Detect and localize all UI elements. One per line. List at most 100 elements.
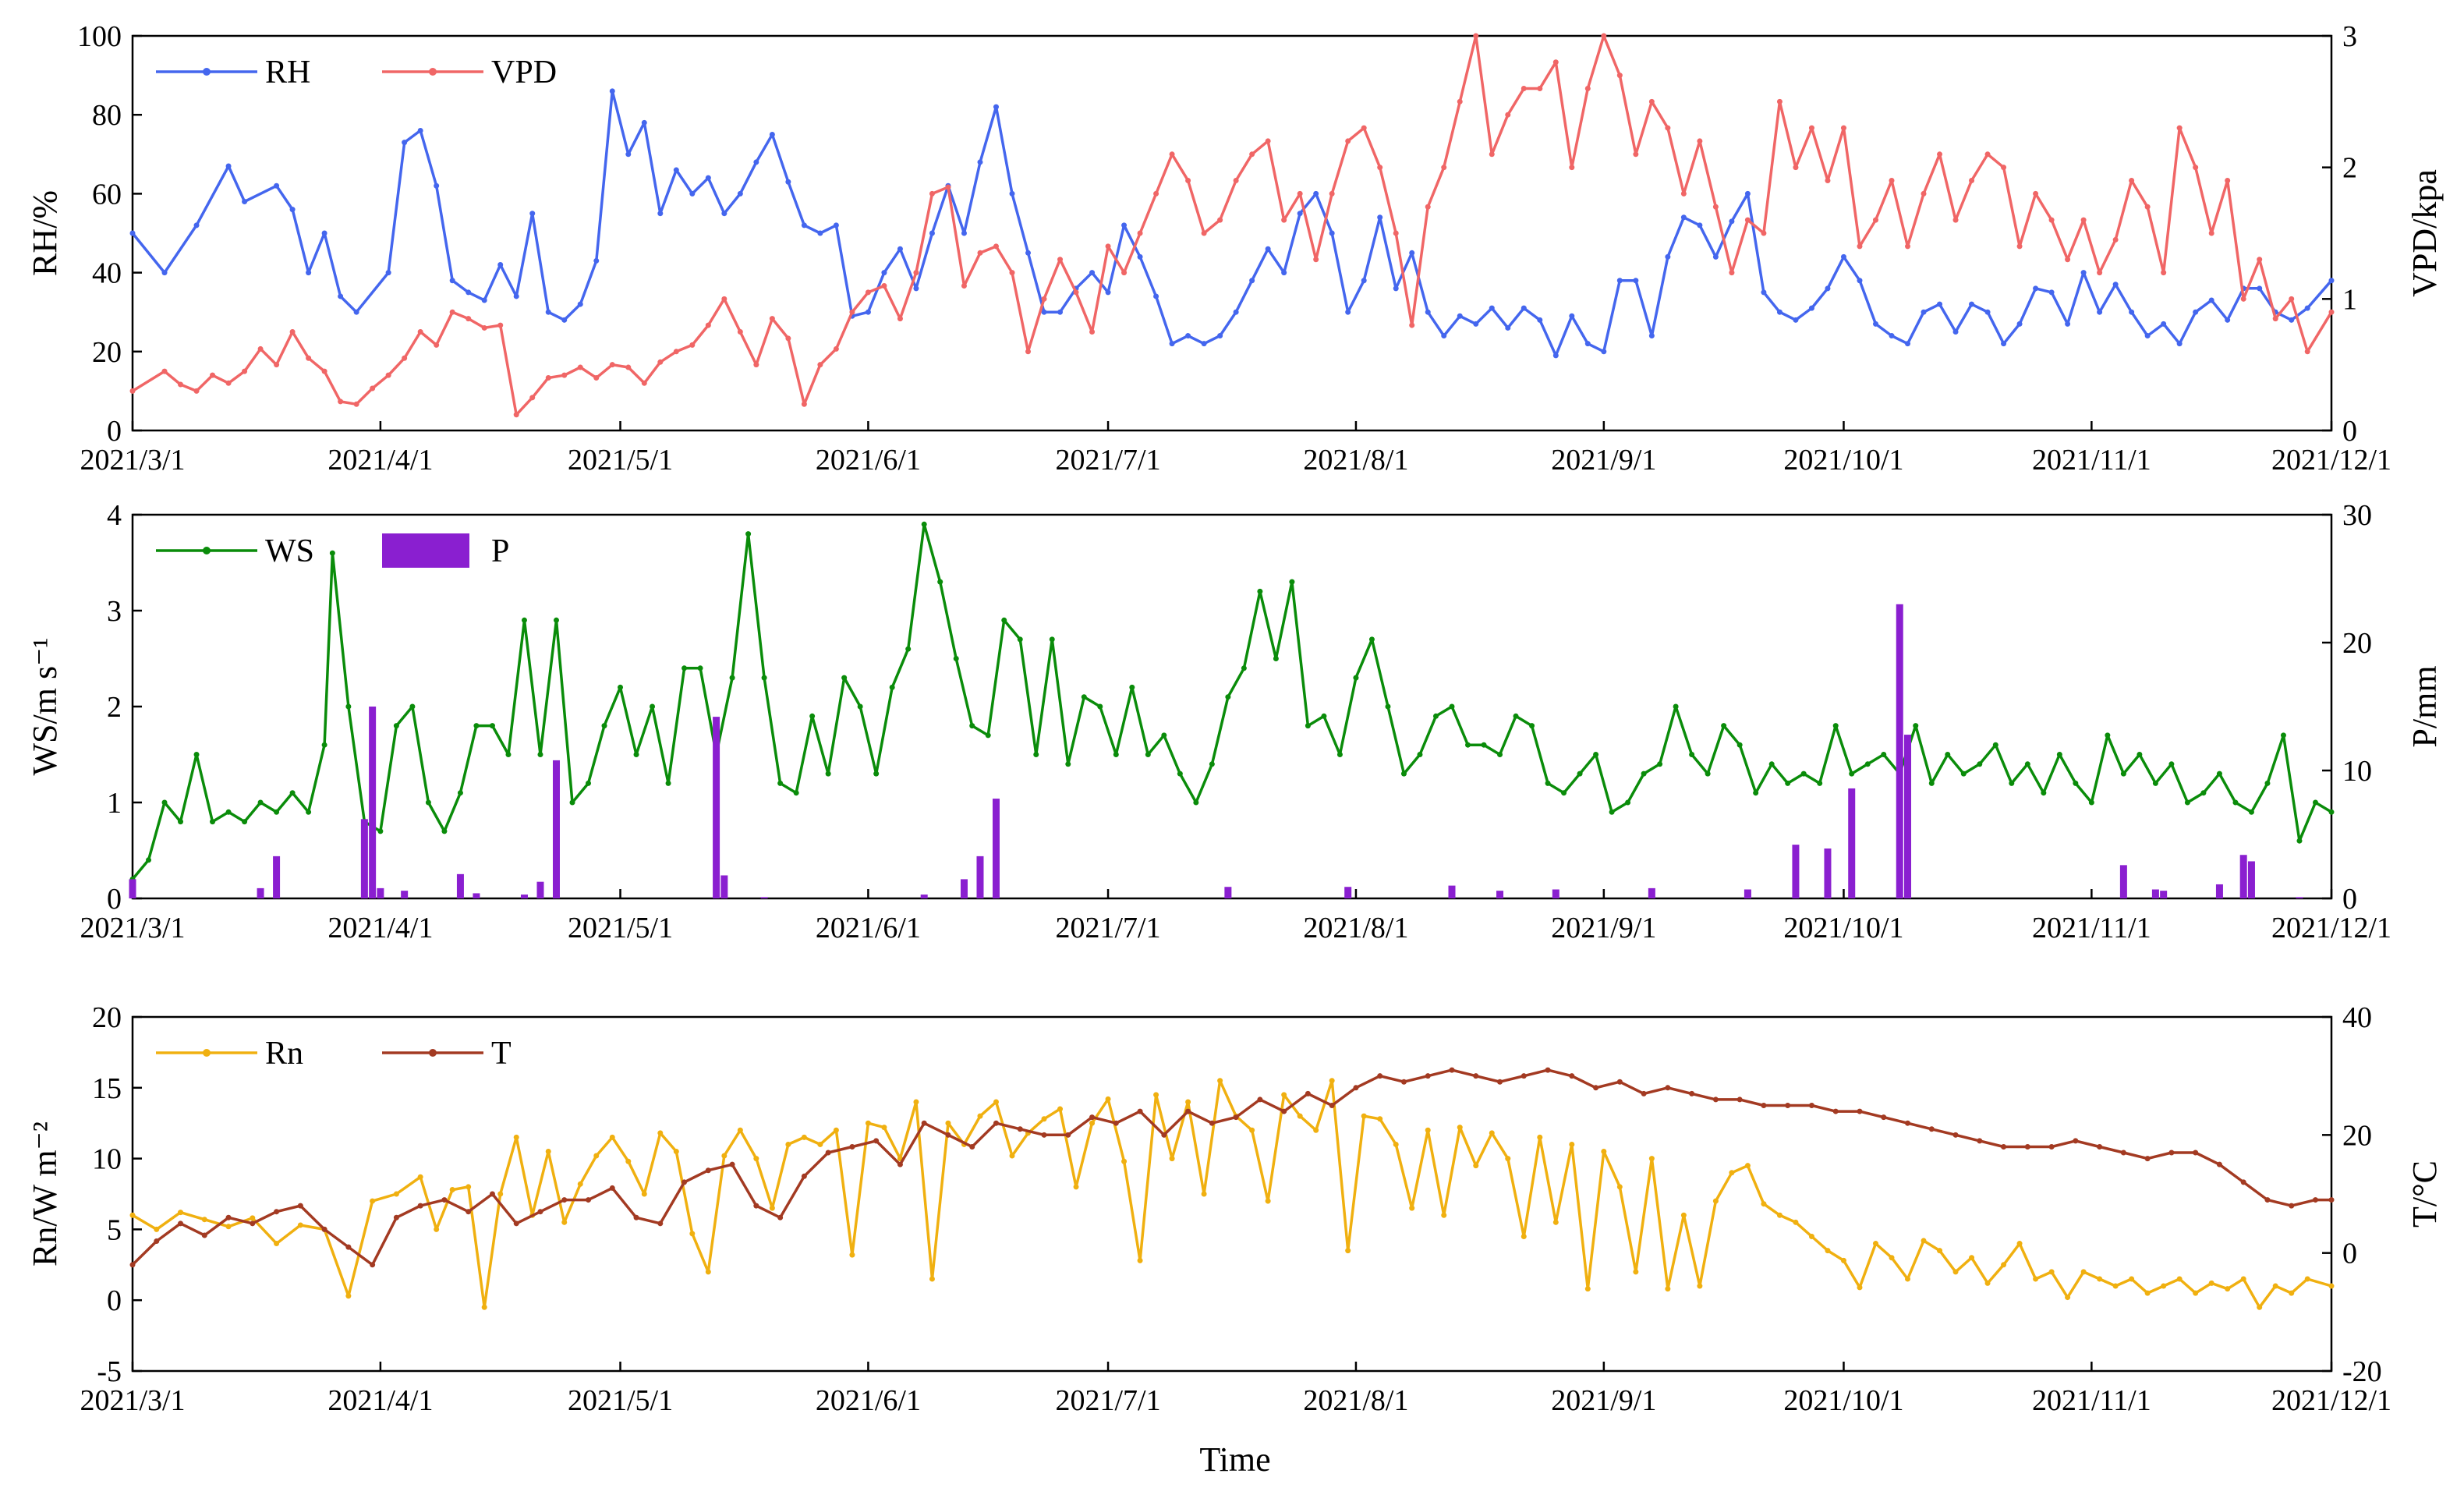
bar-p [369, 707, 377, 898]
point-ws [1049, 636, 1055, 643]
point-t [1641, 1090, 1647, 1096]
point-rh [2016, 321, 2023, 327]
point-ws [1977, 761, 1983, 767]
point-rh [609, 88, 615, 94]
point-ws [1081, 694, 1087, 700]
point-t [1808, 1103, 1814, 1108]
point-vpd [1872, 217, 1878, 223]
point-rn [1457, 1125, 1463, 1131]
point-rh [1601, 349, 1607, 355]
point-rh [1569, 313, 1575, 319]
point-vpd [1217, 217, 1223, 223]
point-vpd [1137, 230, 1143, 236]
point-ws [473, 723, 480, 729]
point-rn [1265, 1198, 1271, 1204]
y-right-tick-label: 0 [2342, 883, 2357, 916]
point-ws [2312, 799, 2318, 806]
point-t [849, 1143, 855, 1150]
point-rh [673, 167, 679, 173]
point-rn [2080, 1269, 2087, 1275]
point-ws [697, 665, 703, 671]
point-rn [577, 1181, 583, 1187]
point-ws [2264, 780, 2271, 786]
point-t [1329, 1103, 1335, 1108]
point-t [825, 1150, 831, 1156]
point-rn [833, 1127, 839, 1133]
point-rh [193, 222, 200, 229]
point-rn [1329, 1078, 1335, 1084]
point-vpd [321, 368, 327, 374]
point-rh [1105, 289, 1111, 296]
point-rn [609, 1134, 615, 1140]
point-ws [1273, 656, 1279, 661]
point-rn [513, 1134, 519, 1140]
point-vpd [1969, 178, 1975, 184]
point-rn [274, 1241, 280, 1247]
y-left-tick-label: 10 [92, 1143, 122, 1176]
point-t [2328, 1197, 2335, 1203]
point-rn [1569, 1141, 1575, 1147]
panel-bottom: 2021/3/1 2021/4/1 2021/5/1 2021/6/1 2021/7/1… [26, 1001, 2444, 1417]
point-vpd [689, 342, 696, 348]
point-ws [210, 819, 216, 825]
point-rh [1633, 278, 1639, 284]
point-ws [1736, 742, 1743, 748]
point-ws [1257, 588, 1263, 594]
point-t [154, 1238, 160, 1245]
bar-p [1448, 885, 1456, 898]
point-ws [1960, 771, 1967, 777]
point-vpd [178, 381, 184, 388]
point-rh [1744, 190, 1751, 197]
point-rn [497, 1191, 504, 1197]
x-tick-label: 2021/3/1 [80, 444, 185, 476]
point-vpd [2001, 165, 2007, 171]
bar-p [129, 879, 136, 898]
x-tick-label: 2021/11/1 [2032, 444, 2151, 476]
point-t [1209, 1120, 1215, 1126]
point-ws [2248, 809, 2254, 815]
point-vpd [785, 335, 791, 342]
legend-swatch-p [382, 533, 469, 568]
point-ws [1945, 752, 1951, 757]
point-t [1017, 1126, 1023, 1132]
point-ws [665, 780, 671, 786]
point-ws [1721, 723, 1727, 729]
point-rh [1169, 341, 1175, 347]
point-t [633, 1214, 639, 1220]
y-left-tick-label: 4 [107, 499, 122, 532]
point-vpd [833, 345, 839, 352]
point-t [969, 1143, 975, 1150]
point-ws [1913, 723, 1919, 729]
point-vpd [1825, 178, 1831, 184]
point-ws [809, 713, 816, 719]
point-rh [402, 140, 408, 146]
point-ws [2200, 790, 2207, 796]
point-rh [1425, 309, 1431, 315]
point-t [2240, 1179, 2246, 1185]
point-rh [1937, 301, 1943, 307]
point-vpd [1840, 125, 1846, 131]
point-vpd [2225, 178, 2231, 184]
point-ws [1497, 752, 1503, 757]
point-rn [2240, 1276, 2246, 1282]
bar-p [1896, 604, 1903, 898]
bar-p [1496, 891, 1504, 898]
bar-p [976, 856, 984, 898]
point-rn [657, 1130, 664, 1136]
point-ws [745, 531, 752, 537]
point-vpd [1041, 296, 1047, 302]
bar-p [920, 895, 928, 898]
point-vpd [1329, 190, 1335, 197]
bar-p [960, 879, 968, 898]
point-vpd [705, 322, 711, 328]
y-right-tick-label: 30 [2342, 499, 2372, 532]
x-tick-label: 2021/9/1 [1551, 444, 1656, 476]
point-ws [1864, 761, 1871, 767]
point-rh [2080, 270, 2087, 276]
point-rn [466, 1184, 472, 1190]
x-tick-label: 2021/8/1 [1303, 1384, 1408, 1417]
point-vpd [1537, 85, 1543, 91]
point-rh [1584, 341, 1591, 347]
point-vpd [2240, 296, 2246, 302]
point-vpd [1905, 243, 1911, 250]
